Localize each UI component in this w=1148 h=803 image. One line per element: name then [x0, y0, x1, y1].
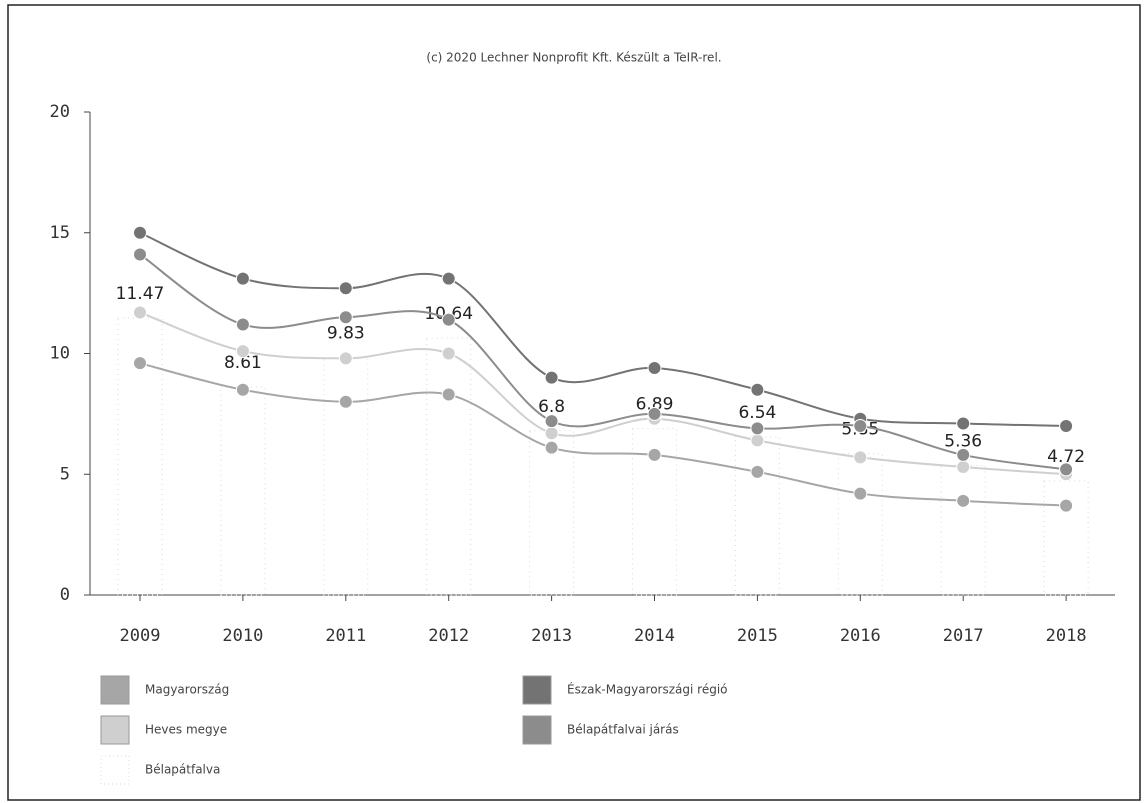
legend-label: Magyarország: [145, 683, 229, 697]
point: [338, 310, 353, 325]
series-line: [139, 253, 1067, 471]
data-label: 6.8: [538, 397, 565, 417]
point: [235, 271, 250, 286]
frame: [7, 4, 1141, 801]
point: [441, 387, 456, 402]
bar: [529, 430, 575, 596]
point: [235, 317, 250, 332]
y-tick-label: 15: [50, 223, 70, 243]
point: [853, 486, 868, 501]
legend-label: Bélapátfalva: [145, 763, 220, 777]
y-tick-label: 0: [60, 585, 70, 605]
point: [956, 493, 971, 508]
point: [544, 370, 559, 385]
point: [133, 356, 147, 371]
legend-swatch: [522, 715, 552, 745]
series-line: [139, 362, 1067, 507]
point: [750, 464, 765, 479]
data-label: 11.47: [116, 284, 165, 304]
series-line: [139, 231, 1067, 427]
point: [441, 271, 456, 286]
data-label: 6.54: [738, 403, 776, 423]
point: [544, 440, 559, 455]
bar: [940, 465, 986, 596]
point: [750, 421, 765, 436]
credit: (c) 2020 Lechner Nonprofit Kft. Készült …: [426, 51, 721, 65]
data-label: 4.72: [1047, 447, 1085, 467]
point: [133, 305, 147, 320]
y-tick-label: 5: [60, 464, 70, 484]
point: [338, 351, 353, 366]
point: [133, 247, 147, 262]
legend-label: Heves megye: [145, 723, 227, 737]
point: [853, 418, 868, 433]
point: [956, 447, 971, 462]
point: [956, 460, 971, 475]
y-tick-label: 20: [50, 102, 70, 122]
point: [544, 426, 559, 441]
point: [750, 382, 765, 397]
data-label: 9.83: [327, 324, 365, 344]
bar: [1043, 480, 1089, 596]
point: [133, 225, 147, 240]
data-label: 8.61: [224, 353, 262, 373]
x-tick-label: 2014: [634, 626, 675, 646]
x-tick-label: 2017: [943, 626, 984, 646]
point: [235, 344, 250, 359]
point: [338, 394, 353, 409]
point: [338, 281, 353, 296]
point: [235, 382, 250, 397]
point: [750, 433, 765, 448]
x-tick-label: 2015: [737, 626, 778, 646]
series-line: [139, 311, 1067, 476]
x-tick-label: 2011: [325, 626, 366, 646]
legend-swatch: [100, 675, 130, 705]
point: [647, 447, 662, 462]
point: [544, 414, 559, 429]
point: [441, 346, 456, 361]
point: [1059, 418, 1074, 433]
point: [853, 450, 868, 465]
data-label: 6.89: [636, 395, 674, 415]
point: [1059, 498, 1074, 513]
x-tick-label: 2016: [840, 626, 881, 646]
point: [956, 416, 971, 431]
x-tick-label: 2009: [120, 626, 161, 646]
point: [647, 360, 662, 375]
legend-swatch: [522, 675, 552, 705]
y-tick-label: 10: [50, 344, 70, 364]
x-tick-label: 2010: [222, 626, 263, 646]
point: [647, 406, 662, 421]
point: [441, 312, 456, 327]
legend-label: Bélapátfalvai járás: [567, 723, 679, 737]
x-tick-label: 2013: [531, 626, 572, 646]
point: [1059, 462, 1074, 477]
data-label: 5.36: [944, 432, 982, 452]
x-tick-label: 2018: [1046, 626, 1087, 646]
legend-label: Észak-Magyarországi régió: [567, 682, 728, 697]
legend-swatch: [100, 715, 130, 745]
x-tick-label: 2012: [428, 626, 469, 646]
